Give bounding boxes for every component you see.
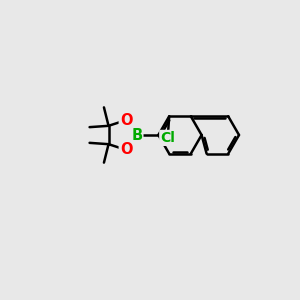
Text: B: B	[131, 128, 142, 142]
Text: O: O	[120, 112, 132, 128]
Text: Cl: Cl	[160, 131, 175, 145]
Text: O: O	[120, 142, 132, 158]
